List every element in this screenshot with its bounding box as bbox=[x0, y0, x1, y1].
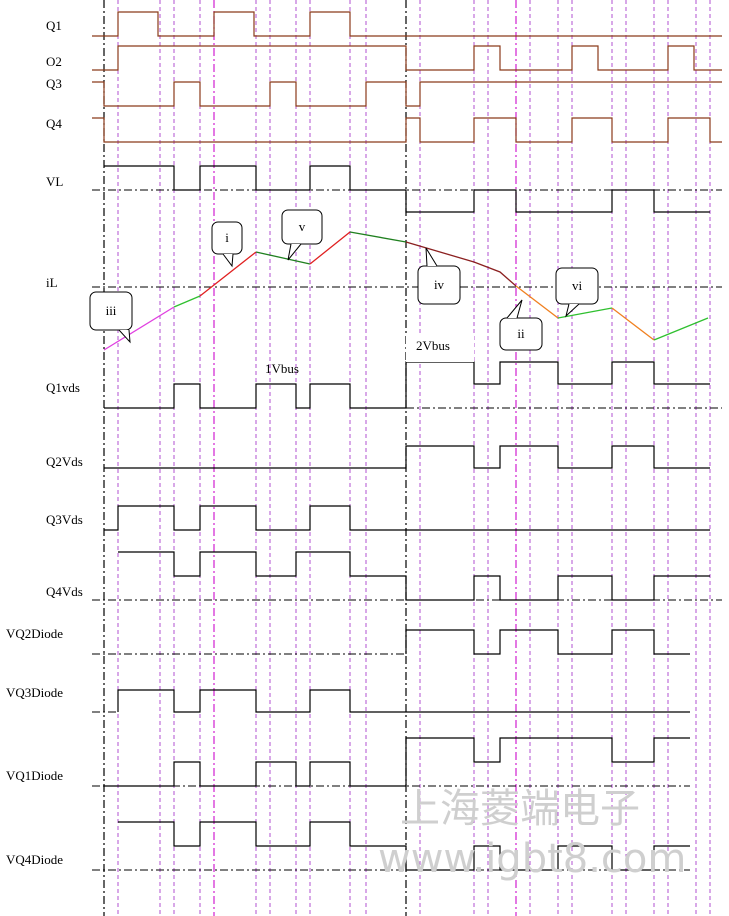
callout-box bbox=[281, 209, 323, 245]
signal-label: Q3Vds bbox=[46, 512, 83, 527]
signal-label: VL bbox=[46, 174, 63, 189]
callout-label: ii bbox=[517, 326, 525, 341]
signal-label: Q2Vds bbox=[46, 454, 83, 469]
callout-label: i bbox=[225, 230, 229, 245]
callout-box bbox=[417, 265, 461, 305]
grid bbox=[103, 0, 711, 916]
signal-label: VQ2Diode bbox=[6, 626, 63, 641]
bus-label: 2Vbus bbox=[416, 338, 450, 353]
signal-label: Q1vds bbox=[46, 380, 80, 395]
signal-label: Q3 bbox=[46, 76, 62, 91]
label-bg bbox=[406, 336, 474, 362]
callout-box bbox=[499, 317, 543, 351]
callout-pointer bbox=[287, 243, 302, 261]
callout-label: v bbox=[299, 219, 306, 234]
signal-label: VQ3Diode bbox=[6, 685, 63, 700]
watermark: 上海菱端电子 bbox=[400, 786, 640, 832]
signal-labels: Q1 O2 Q3 Q4 VL iL Q1vds Q2Vds Q3Vds Q4Vds VQ2Diode… bbox=[6, 18, 83, 867]
signal-label: Q4 bbox=[46, 116, 62, 131]
signal-label: VQ4Diode bbox=[6, 852, 63, 867]
callout-box bbox=[89, 291, 133, 331]
waveforms bbox=[92, 11, 722, 871]
signal-label: Q1 bbox=[46, 18, 62, 33]
callout-pointer bbox=[425, 247, 438, 267]
callout-label: vi bbox=[572, 278, 583, 293]
callout-pointer bbox=[506, 299, 523, 319]
callout-label: iii bbox=[106, 303, 117, 318]
signal-label: VQ1Diode bbox=[6, 768, 63, 783]
signal-label: Q4Vds bbox=[46, 584, 83, 599]
callout-label: iv bbox=[434, 277, 445, 292]
callout-pointer bbox=[565, 303, 580, 318]
callout-pointer bbox=[222, 253, 234, 268]
bus-label: 1Vbus bbox=[265, 361, 299, 376]
callout-pointer bbox=[118, 329, 131, 344]
signal-label: iL bbox=[46, 275, 58, 290]
watermark: www.igbt8.com bbox=[378, 836, 686, 882]
signal-label: O2 bbox=[46, 54, 62, 69]
